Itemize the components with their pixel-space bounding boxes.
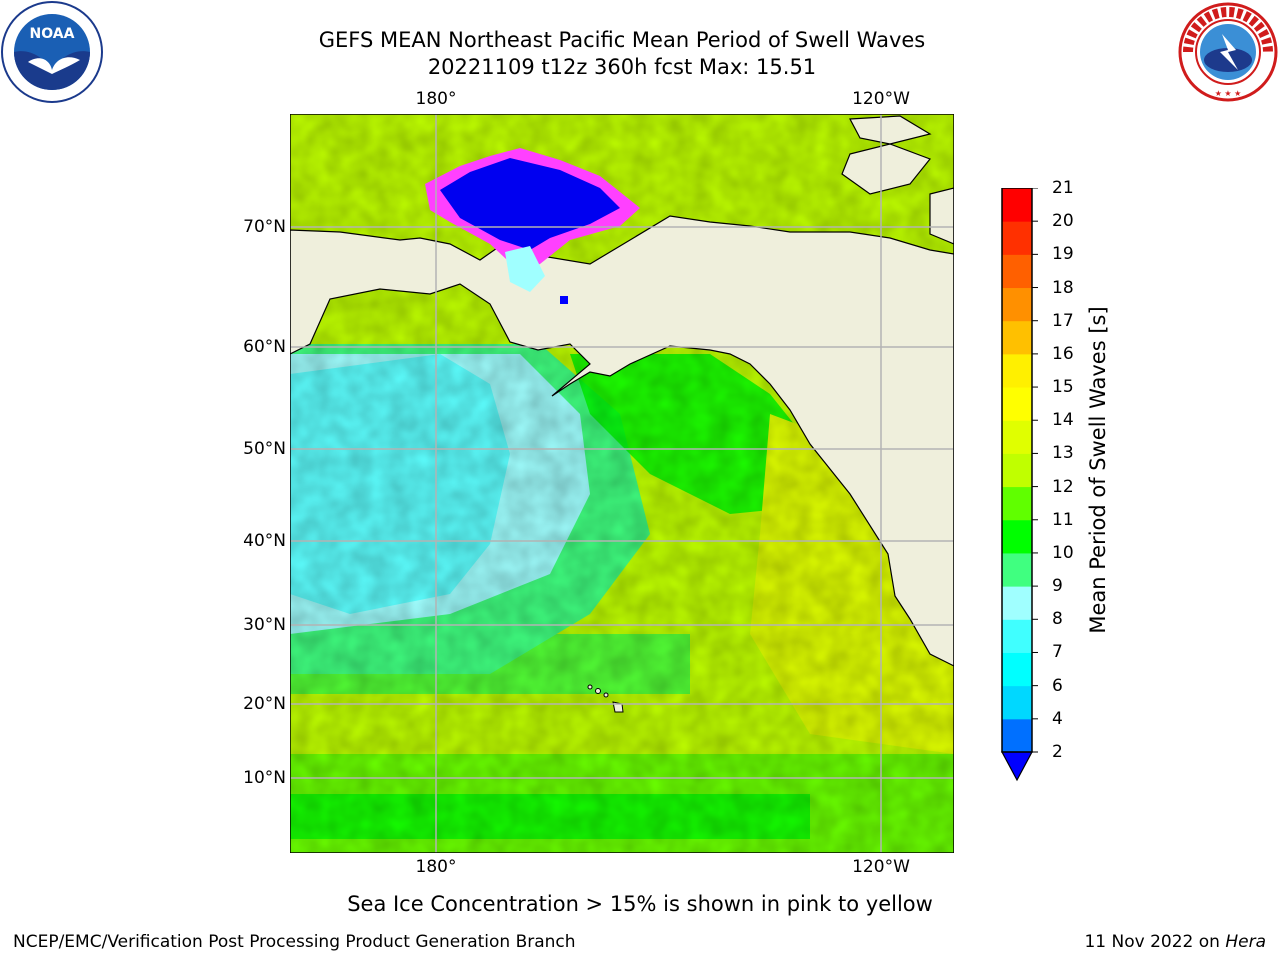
- lat-tick-60n: 60°N: [243, 337, 286, 357]
- lat-tick-20n: 20°N: [243, 694, 286, 714]
- colorbar-tick-label: 15: [1052, 377, 1074, 398]
- colorbar-outline: [1001, 188, 1033, 753]
- colorbar-tick-label: 8: [1052, 609, 1063, 630]
- graticule: [290, 114, 954, 853]
- colorbar-tick-label: 11: [1052, 509, 1074, 530]
- nws-logo: ★ ★ ★: [1178, 2, 1278, 102]
- colorbar-tick-label: 17: [1052, 310, 1074, 331]
- colorbar-segment: [1002, 453, 1032, 488]
- lon-tick-top-180: 180°: [415, 89, 457, 109]
- noaa-logo-text: NOAA: [30, 26, 75, 42]
- svg-text:★ ★ ★: ★ ★ ★: [1215, 89, 1242, 98]
- footer-date: 11 Nov 2022 on Hera: [1084, 932, 1266, 952]
- colorbar-under-arrow: [1000, 751, 1034, 782]
- colorbar-segment: [1002, 287, 1032, 322]
- colorbar-tick-label: 18: [1052, 277, 1074, 298]
- colorbar: [1000, 188, 1038, 782]
- colorbar-tick-label: 14: [1052, 410, 1074, 431]
- chart-title-line2: 20221109 t12z 360h fcst Max: 15.51: [427, 55, 817, 79]
- colorbar-segment: [1002, 519, 1032, 554]
- colorbar-segment: [1002, 254, 1032, 289]
- colorbar-title: Mean Period of Swell Waves [s]: [1086, 306, 1110, 634]
- colorbar-tick-label: 12: [1052, 476, 1074, 497]
- colorbar-segment: [1002, 652, 1032, 687]
- sea-ice-note: Sea Ice Concentration > 15% is shown in …: [347, 892, 933, 916]
- footer-date-text: 11 Nov 2022 on: [1084, 932, 1226, 952]
- lat-tick-70n: 70°N: [243, 217, 286, 237]
- lat-tick-30n: 30°N: [243, 615, 286, 635]
- noaa-logo: NOAA: [1, 1, 103, 103]
- colorbar-segment: [1002, 685, 1032, 720]
- colorbar-tick-label: 21: [1052, 178, 1074, 198]
- map-panel: [290, 114, 954, 853]
- colorbar-tick-label: 13: [1052, 443, 1074, 464]
- colorbar-segment: [1002, 718, 1032, 753]
- colorbar-segment: [1002, 221, 1032, 255]
- lat-tick-10n: 10°N: [243, 768, 286, 788]
- colorbar-segment: [1002, 420, 1032, 454]
- colorbar-tick-label: 16: [1052, 343, 1074, 364]
- lon-tick-top-120w: 120°W: [852, 89, 910, 109]
- colorbar-segment: [1002, 619, 1032, 653]
- colorbar-segment: [1002, 353, 1032, 388]
- colorbar-tick-label: 9: [1052, 576, 1063, 597]
- colorbar-segment: [1002, 320, 1032, 355]
- lat-tick-50n: 50°N: [243, 439, 286, 459]
- lat-tick-40n: 40°N: [243, 531, 286, 551]
- lon-tick-bottom-180: 180°: [415, 857, 457, 877]
- hawaii-islands: [587, 684, 624, 713]
- colorbar-tick-label: 6: [1052, 675, 1063, 696]
- colorbar-segment: [1002, 486, 1032, 521]
- footer-organization: NCEP/EMC/Verification Post Processing Pr…: [13, 932, 576, 952]
- colorbar-segment: [1002, 188, 1032, 222]
- colorbar-segment: [1002, 586, 1032, 620]
- colorbar-tick-label: 19: [1052, 244, 1074, 265]
- lon-tick-bottom-120w: 120°W: [852, 857, 910, 877]
- colorbar-tick-label: 20: [1052, 211, 1074, 232]
- colorbar-tick-label: 7: [1052, 642, 1063, 663]
- colorbar-tick-label: 10: [1052, 542, 1074, 563]
- footer-host: Hera: [1225, 932, 1266, 952]
- colorbar-tick-label: 4: [1052, 708, 1063, 729]
- colorbar-segment: [1002, 387, 1032, 421]
- colorbar-tick-label: 2: [1052, 742, 1063, 762]
- chart-title-line1: GEFS MEAN Northeast Pacific Mean Period …: [318, 28, 926, 52]
- colorbar-segment: [1002, 552, 1032, 587]
